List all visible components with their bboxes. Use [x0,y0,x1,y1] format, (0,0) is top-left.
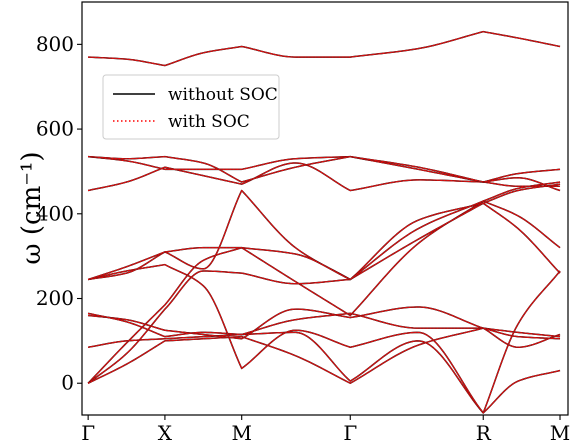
y-tick-label-600: 600 [36,117,74,141]
x-tick-label-3: Γ [343,421,357,445]
band-2-with-soc [87,202,561,384]
band-5-with-soc [88,306,561,340]
band-3-overlay [87,327,561,384]
axes: 0 200 400 600 800 Γ X M Γ R M [36,1,570,445]
band-6-overlay [88,312,561,340]
x-tick-label-1: X [158,421,173,445]
x-tick-label-4: R [476,421,492,445]
y-tick-label-0: 0 [61,371,74,395]
band-13-with-soc [88,31,561,66]
band-1-with-soc [87,200,561,384]
plot-background [82,2,568,415]
legend: without SOC with SOC [102,74,280,140]
plot-frame [81,1,569,416]
band-8-with-soc [88,183,561,280]
band-lines [87,30,561,414]
y-tick-label-800: 800 [36,32,74,56]
y-tick-label-200: 200 [36,286,74,310]
band-7-with-soc [88,264,561,414]
legend-label-without-soc: without SOC [168,85,278,105]
x-tick-label-2: M [231,421,251,445]
y-axis-label: ω (cm⁻¹) [17,151,47,264]
x-tick-label-0: Γ [81,421,95,445]
band-4-with-soc [88,331,561,414]
legend-label-with-soc: with SOC [168,112,250,132]
legend-box [102,74,280,140]
y-tick-label-400: 400 [36,201,74,225]
band-9-with-soc [87,181,561,280]
band-10-with-soc [88,162,561,191]
x-tick-label-5: M [550,421,570,445]
band-11-with-soc [88,156,561,183]
band-12-with-soc [88,156,561,191]
